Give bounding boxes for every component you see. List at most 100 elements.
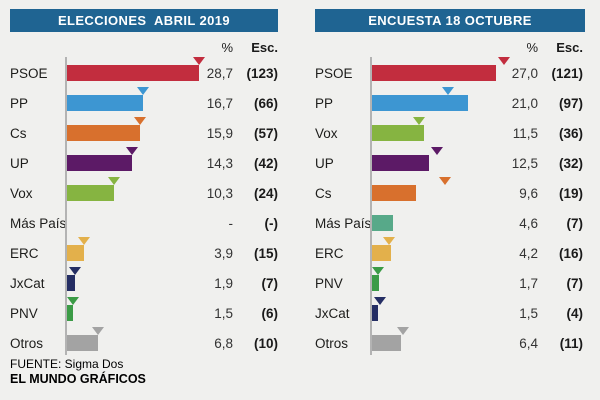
marker-triangle-icon xyxy=(91,327,104,335)
marker-triangle-icon xyxy=(67,297,80,305)
value-bar xyxy=(371,305,379,321)
bar-track xyxy=(65,267,197,298)
bar-track xyxy=(65,147,197,178)
party-row: UP 14,3 (42) xyxy=(10,147,278,178)
party-row: Cs 9,6 (19) xyxy=(315,177,585,208)
marker-triangle-icon xyxy=(396,327,409,335)
party-label: UP xyxy=(10,155,29,171)
percent-value: 1,7 xyxy=(519,275,538,291)
marker-triangle-icon xyxy=(137,87,150,95)
bar-rows-april: PSOE 28,7 (123) PP 16,7 (66) Cs 15,9 (57… xyxy=(10,57,279,358)
seats-column-header: Esc. xyxy=(556,40,583,55)
panel-encuesta-octubre: ENCUESTA 18 OCTUBRE % Esc. PSOE 27,0 (12… xyxy=(315,9,585,358)
value-bar xyxy=(371,155,429,171)
percent-value: - xyxy=(228,215,234,231)
party-row: Más País 4,6 (7) xyxy=(315,208,585,238)
panel-title-april: ELECCIONES ABRIL 2019 xyxy=(10,9,278,32)
party-label: Cs xyxy=(10,125,27,141)
value-bar xyxy=(371,215,393,231)
percent-value: 16,7 xyxy=(206,95,233,111)
value-bar xyxy=(66,335,98,351)
party-label: JxCat xyxy=(10,275,45,291)
value-bar xyxy=(371,65,496,81)
percent-value: 14,3 xyxy=(206,155,233,171)
marker-triangle-icon xyxy=(126,147,139,155)
bar-track xyxy=(370,208,502,238)
seats-value: (7) xyxy=(261,275,279,291)
bar-track xyxy=(370,237,502,268)
column-headers-october: % Esc. xyxy=(315,32,585,58)
percent-value: 1,9 xyxy=(214,275,233,291)
seats-value: (24) xyxy=(253,185,278,201)
marker-triangle-icon xyxy=(133,117,146,125)
seats-value: (19) xyxy=(558,185,583,201)
bar-track xyxy=(370,57,510,88)
value-bar xyxy=(371,185,416,201)
seats-value: (97) xyxy=(558,95,583,111)
value-bar xyxy=(371,125,425,141)
value-bar xyxy=(371,335,401,351)
bar-track xyxy=(65,57,205,88)
party-label: Cs xyxy=(315,185,332,201)
percent-value: 4,6 xyxy=(519,215,538,231)
bar-track xyxy=(370,267,502,298)
bar-track xyxy=(65,117,197,148)
bar-track xyxy=(65,87,197,118)
marker-triangle-icon xyxy=(372,267,385,275)
party-row: PSOE 28,7 (123) xyxy=(10,57,278,88)
party-label: ERC xyxy=(315,245,344,261)
party-label: PP xyxy=(315,95,334,111)
marker-triangle-icon xyxy=(442,87,455,95)
value-bar xyxy=(66,125,140,141)
seats-value: (7) xyxy=(566,215,584,231)
party-row: Otros 6,8 (10) xyxy=(10,327,278,358)
footer: FUENTE: Sigma Dos EL MUNDO GRÁFICOS xyxy=(10,357,146,387)
party-row: Vox 10,3 (24) xyxy=(10,177,278,208)
value-bar xyxy=(66,155,133,171)
seats-value: (66) xyxy=(253,95,278,111)
seats-value: (11) xyxy=(559,335,583,351)
percent-column-header: % xyxy=(526,40,538,55)
bar-rows-october: PSOE 27,0 (121) PP 21,0 (97) Vox 11,5 (3… xyxy=(315,57,585,358)
bar-track xyxy=(65,327,197,358)
percent-column-header: % xyxy=(221,40,233,55)
bar-track xyxy=(370,87,502,118)
panel-title-october: ENCUESTA 18 OCTUBRE xyxy=(315,9,585,32)
seats-value: (7) xyxy=(566,275,584,291)
party-label: PNV xyxy=(315,275,343,291)
value-bar xyxy=(66,275,76,291)
bar-track xyxy=(65,177,197,208)
seats-value: (6) xyxy=(261,305,279,321)
party-label: ERC xyxy=(10,245,39,261)
party-row: ERC 4,2 (16) xyxy=(315,237,585,268)
party-row: PNV 1,5 (6) xyxy=(10,297,279,328)
seats-column-header: Esc. xyxy=(251,40,278,55)
bar-track xyxy=(370,177,502,208)
percent-value: 1,5 xyxy=(519,305,538,321)
party-row: JxCat 1,9 (7) xyxy=(10,267,279,298)
percent-value: 3,9 xyxy=(214,245,233,261)
seats-value: (57) xyxy=(253,125,278,141)
percent-value: 10,3 xyxy=(206,185,233,201)
marker-triangle-icon xyxy=(497,57,510,65)
percent-value: 12,5 xyxy=(511,155,538,171)
percent-value: 28,7 xyxy=(206,65,233,81)
column-headers-april: % Esc. xyxy=(10,32,278,58)
party-label: Más País xyxy=(315,215,372,231)
seats-value: (42) xyxy=(253,155,278,171)
party-row: Cs 15,9 (57) xyxy=(10,117,278,148)
value-bar xyxy=(371,275,380,291)
party-label: Vox xyxy=(10,185,33,201)
bar-track xyxy=(370,327,502,358)
party-label: PSOE xyxy=(315,65,353,81)
party-row: PNV 1,7 (7) xyxy=(315,267,585,298)
party-label: Otros xyxy=(315,335,349,351)
value-bar xyxy=(371,245,391,261)
percent-value: 4,2 xyxy=(519,245,538,261)
party-row: UP 12,5 (32) xyxy=(315,147,585,178)
party-row: Más País - (-) xyxy=(10,208,278,238)
party-row: PP 21,0 (97) xyxy=(315,87,585,118)
percent-value: 11,5 xyxy=(512,125,538,141)
marker-triangle-icon xyxy=(374,297,387,305)
